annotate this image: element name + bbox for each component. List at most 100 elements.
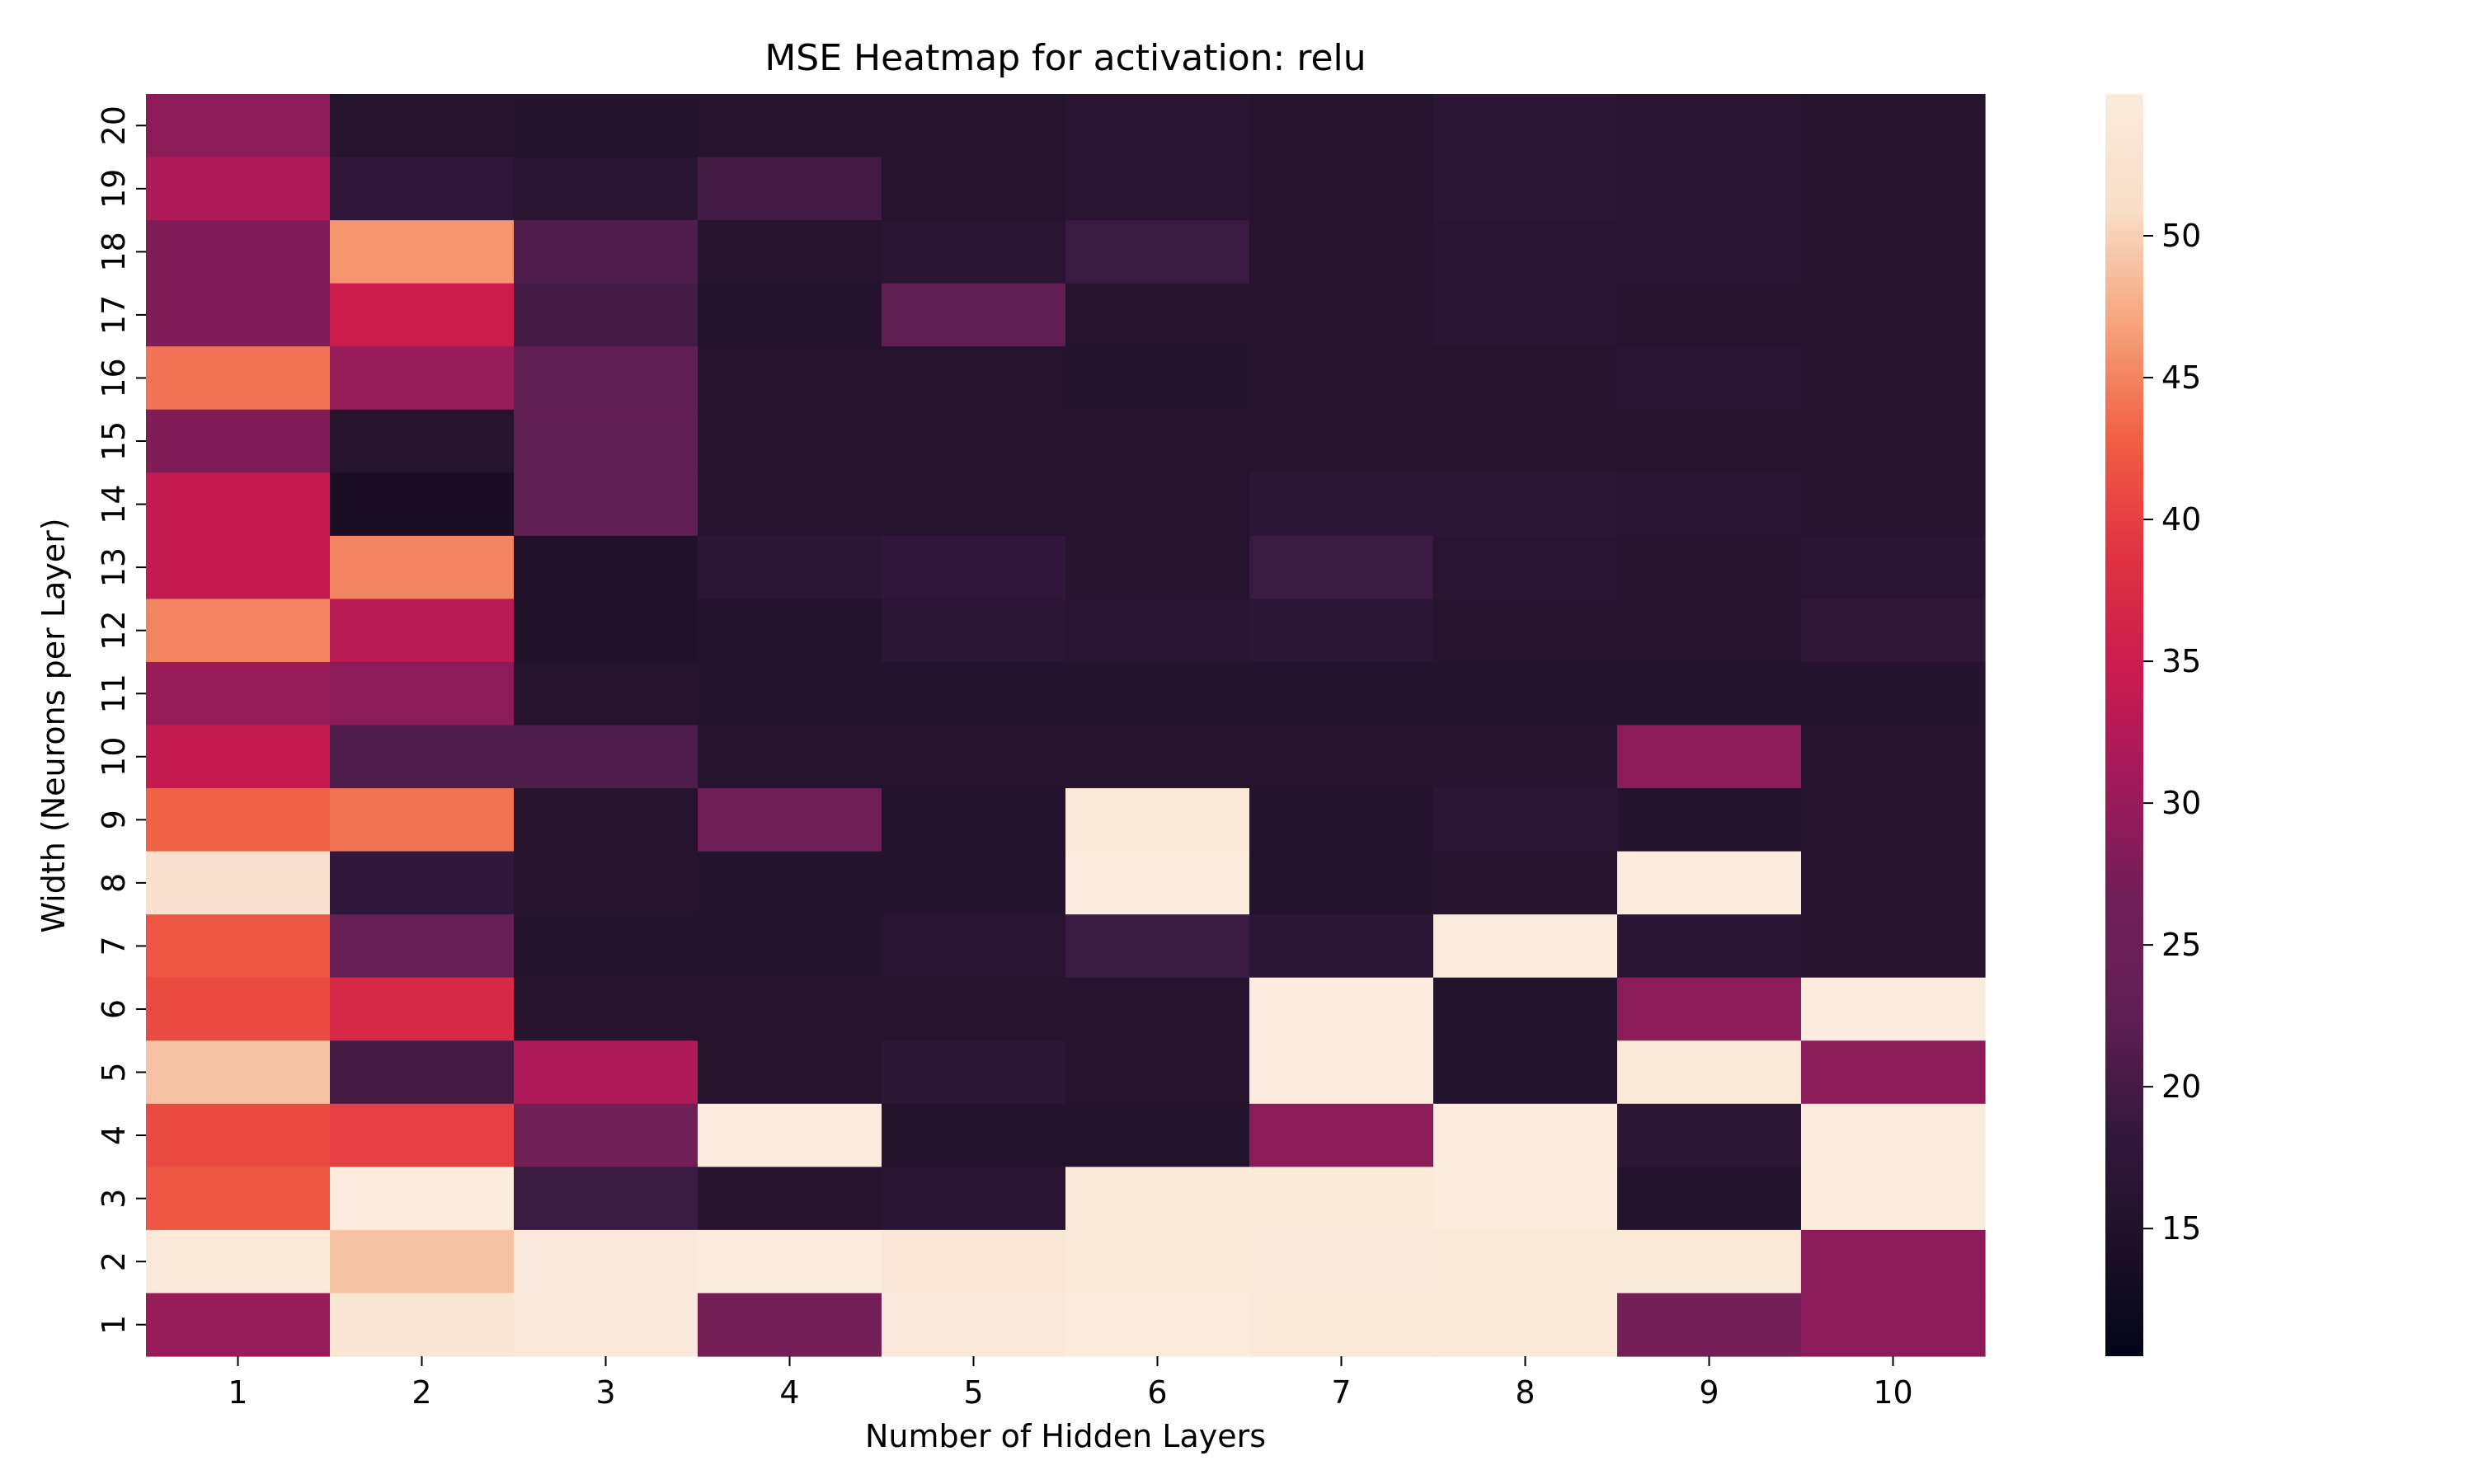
chart-title: MSE Heatmap for activation: relu xyxy=(764,37,1366,79)
heatmap-cell xyxy=(1617,725,1802,789)
heatmap-cell xyxy=(1249,851,1434,915)
heatmap-cell xyxy=(1617,535,1802,599)
heatmap-cell xyxy=(1801,220,1986,284)
heatmap-cell xyxy=(1065,661,1250,726)
heatmap-cell xyxy=(1433,283,1618,347)
heatmap-cell xyxy=(514,409,698,473)
y-tick-label: 16 xyxy=(96,358,132,397)
y-tick-label: 1 xyxy=(96,1315,132,1335)
y-tick-label: 3 xyxy=(96,1189,132,1209)
heatmap-cell xyxy=(330,914,515,979)
heatmap-cell xyxy=(882,157,1066,221)
heatmap-cell xyxy=(1065,1103,1250,1167)
heatmap-cell xyxy=(1433,1167,1618,1231)
y-tick-label: 12 xyxy=(96,610,132,650)
heatmap-cell xyxy=(1617,1229,1802,1294)
heatmap-cell xyxy=(1801,1293,1986,1357)
heatmap-cell xyxy=(1065,977,1250,1041)
heatmap-cell xyxy=(146,1040,331,1105)
colorbar-tick-label: 30 xyxy=(2161,785,2201,821)
heatmap-cell xyxy=(698,220,882,284)
heatmap-cell xyxy=(1801,788,1986,852)
heatmap-cell xyxy=(882,599,1066,663)
heatmap-cell xyxy=(698,283,882,347)
heatmap-cell xyxy=(1433,914,1618,979)
heatmap-cell xyxy=(146,346,331,411)
heatmap-cell xyxy=(1433,599,1618,663)
heatmap-cell xyxy=(1801,661,1986,726)
heatmap-cell xyxy=(1249,472,1434,537)
heatmap-cell xyxy=(1433,94,1618,158)
heatmap-cell xyxy=(514,94,698,158)
heatmap-cell xyxy=(1801,472,1986,537)
colorbar-tick-label: 35 xyxy=(2161,643,2201,679)
heatmap-cell xyxy=(514,851,698,915)
heatmap-cell xyxy=(146,599,331,663)
colorbar xyxy=(2105,94,2143,1356)
heatmap-cell xyxy=(146,283,331,347)
heatmap-cell xyxy=(1801,346,1986,411)
heatmap-cell xyxy=(146,977,331,1041)
heatmap-cell xyxy=(146,220,331,284)
heatmap-cell xyxy=(330,346,515,411)
heatmap-cell xyxy=(698,725,882,789)
y-tick-label: 20 xyxy=(96,106,132,145)
heatmap-cell xyxy=(1065,725,1250,789)
y-tick-label: 14 xyxy=(96,484,132,524)
x-tick-label: 1 xyxy=(228,1374,247,1411)
heatmap-cell xyxy=(1249,157,1434,221)
heatmap-cell xyxy=(1249,94,1434,158)
heatmap-cell xyxy=(1801,914,1986,979)
heatmap-cell xyxy=(1617,914,1802,979)
heatmap-cell xyxy=(514,346,698,411)
heatmap-cell xyxy=(1617,409,1802,473)
heatmap-cell xyxy=(1801,94,1986,158)
heatmap-cell xyxy=(1617,220,1802,284)
heatmap-cell xyxy=(698,409,882,473)
y-tick-label: 17 xyxy=(96,295,132,335)
heatmap-cell xyxy=(1433,661,1618,726)
heatmap-cell xyxy=(514,157,698,221)
heatmap-cell xyxy=(882,535,1066,599)
heatmap-cell xyxy=(1249,914,1434,979)
heatmap-cell xyxy=(146,1229,331,1294)
heatmap-cell xyxy=(882,661,1066,726)
x-tick-label: 9 xyxy=(1699,1374,1719,1411)
heatmap-cell xyxy=(1433,725,1618,789)
heatmap-cell xyxy=(514,725,698,789)
heatmap-cell xyxy=(1065,1167,1250,1231)
heatmap-cell xyxy=(514,1040,698,1105)
heatmap-cell xyxy=(1801,409,1986,473)
heatmap-cell xyxy=(882,725,1066,789)
heatmap-cell xyxy=(882,220,1066,284)
heatmap-cell xyxy=(1249,661,1434,726)
colorbar-tick-label: 20 xyxy=(2161,1068,2201,1105)
y-tick-label: 19 xyxy=(96,169,132,209)
heatmap-cell xyxy=(514,788,698,852)
heatmap-cell xyxy=(1801,725,1986,789)
heatmap-cell xyxy=(882,914,1066,979)
heatmap-cell xyxy=(1433,346,1618,411)
x-axis: 1 2 3 4 5 6 7 8 9 10 xyxy=(228,1356,1913,1411)
heatmap-cell xyxy=(146,535,331,599)
heatmap-cell xyxy=(1249,977,1434,1041)
heatmap-cell xyxy=(330,283,515,347)
colorbar-tick-label: 40 xyxy=(2161,501,2201,538)
colorbar-tick-label: 25 xyxy=(2161,927,2201,963)
heatmap-cell xyxy=(146,1103,331,1167)
heatmap-cell xyxy=(330,1103,515,1167)
heatmap-cell xyxy=(146,1167,331,1231)
x-tick-label: 7 xyxy=(1331,1374,1351,1411)
heatmap-cell xyxy=(330,977,515,1041)
y-axis-label: Width (Neurons per Layer) xyxy=(35,518,72,932)
heatmap-cell xyxy=(1249,788,1434,852)
heatmap-cell xyxy=(698,851,882,915)
heatmap-cell xyxy=(1065,599,1250,663)
heatmap-cell xyxy=(330,220,515,284)
heatmap-cell xyxy=(1249,283,1434,347)
heatmap-cell xyxy=(698,346,882,411)
heatmap-cell xyxy=(698,1103,882,1167)
heatmap-cell xyxy=(1249,1229,1434,1294)
heatmap-cell xyxy=(146,851,331,915)
